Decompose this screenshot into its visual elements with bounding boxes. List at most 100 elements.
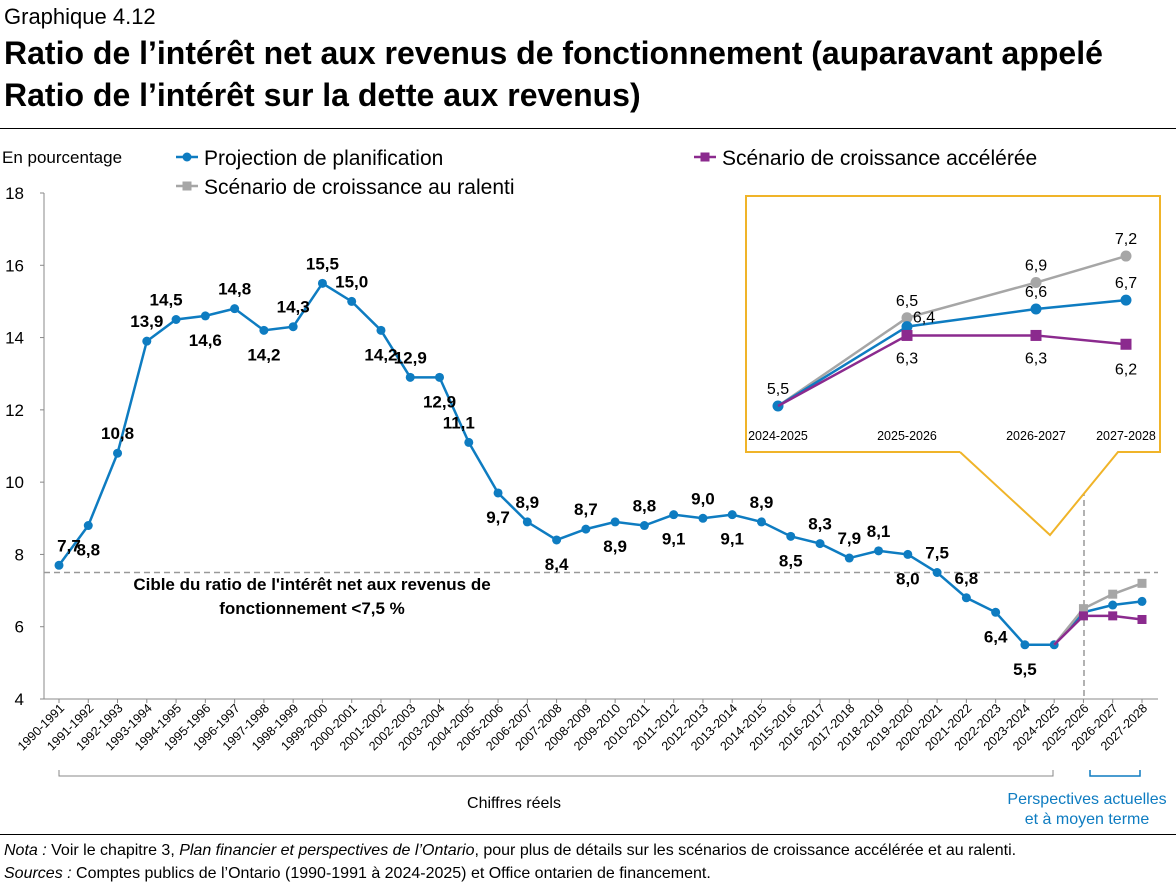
data-point bbox=[1108, 611, 1118, 621]
nota-label: Nota : bbox=[4, 842, 47, 859]
data-point bbox=[639, 521, 649, 531]
nota-book-title: Plan financier et perspectives de l’Onta… bbox=[179, 842, 475, 859]
data-label: 9,1 bbox=[720, 530, 744, 549]
figure-number: Graphique 4.12 bbox=[4, 4, 156, 29]
data-point bbox=[874, 546, 884, 556]
data-point bbox=[230, 304, 240, 314]
data-point bbox=[1078, 611, 1088, 621]
inset-callout bbox=[745, 195, 1161, 537]
data-point bbox=[200, 311, 210, 321]
nota-text-end: , pour plus de détails sur les scénarios… bbox=[474, 842, 1017, 859]
notes-divider bbox=[0, 834, 1176, 835]
data-label: 15,5 bbox=[306, 254, 339, 273]
data-label: 8,4 bbox=[545, 555, 569, 574]
data-label: 8,8 bbox=[76, 541, 100, 560]
data-label: 9,0 bbox=[691, 489, 715, 508]
y-tick-label: 18 bbox=[5, 184, 24, 203]
series-line-0 bbox=[57, 281, 1143, 647]
legend-marker bbox=[700, 152, 710, 162]
data-label: 14,5 bbox=[150, 291, 183, 310]
data-label: 12,9 bbox=[423, 392, 456, 411]
data-label: 8,5 bbox=[779, 551, 803, 570]
data-point bbox=[815, 539, 825, 549]
data-label: 14,3 bbox=[277, 298, 310, 317]
outlook-bracket bbox=[1089, 770, 1141, 777]
data-point bbox=[786, 531, 796, 541]
data-label: 7,5 bbox=[925, 544, 949, 563]
inset-data-label: 6,2 bbox=[1115, 361, 1137, 378]
sources-text: Comptes publics de l’Ontario (1990-1991 … bbox=[71, 865, 711, 882]
nota: Nota : Voir le chapitre 3, Plan financie… bbox=[4, 842, 1016, 860]
y-tick-label: 12 bbox=[5, 401, 24, 420]
inset-x-label: 2025-2026 bbox=[877, 429, 937, 443]
data-point bbox=[991, 607, 1001, 617]
inset-x-label: 2026-2027 bbox=[1006, 429, 1066, 443]
data-point bbox=[1020, 640, 1030, 650]
data-point bbox=[756, 517, 766, 527]
data-label: 15,0 bbox=[335, 272, 368, 291]
data-point bbox=[54, 560, 64, 570]
data-point bbox=[903, 549, 913, 559]
inset-data-label: 5,5 bbox=[767, 381, 789, 398]
data-label: 8,0 bbox=[896, 569, 920, 588]
y-tick-label: 14 bbox=[5, 329, 24, 348]
y-tick-label: 10 bbox=[5, 473, 24, 492]
y-tick-label: 4 bbox=[15, 690, 24, 709]
data-point bbox=[347, 296, 357, 306]
sources-label: Sources : bbox=[4, 865, 72, 882]
data-point bbox=[113, 448, 123, 458]
data-label: 8,9 bbox=[750, 493, 774, 512]
inset-line-planification bbox=[777, 298, 1127, 408]
data-point bbox=[698, 513, 708, 523]
data-label: 6,4 bbox=[984, 627, 1008, 646]
data-label: 8,8 bbox=[633, 497, 657, 516]
data-label: 13,9 bbox=[130, 312, 163, 331]
data-label: 8,7 bbox=[574, 500, 598, 519]
inset-data-label: 6,7 bbox=[1115, 275, 1137, 292]
data-point bbox=[376, 325, 386, 335]
data-point bbox=[552, 535, 562, 545]
inset-point bbox=[901, 329, 913, 341]
inset-data-label: 6,9 bbox=[1025, 258, 1047, 275]
data-point bbox=[1108, 600, 1118, 610]
inset-data-label: 7,2 bbox=[1115, 231, 1137, 248]
data-point bbox=[259, 325, 269, 335]
data-point bbox=[435, 372, 445, 382]
data-label: 14,8 bbox=[218, 280, 251, 299]
data-label: 8,3 bbox=[808, 515, 832, 534]
data-label: 11,1 bbox=[443, 413, 475, 432]
data-label: 9,7 bbox=[486, 508, 510, 527]
outlook-bracket-label: Perspectives actuelles bbox=[1007, 791, 1166, 808]
data-point bbox=[961, 593, 971, 603]
data-label: 8,1 bbox=[867, 522, 891, 541]
legend-marker bbox=[182, 181, 192, 191]
chart-title: Ratio de l’intérêt net aux revenus de fo… bbox=[4, 35, 1103, 113]
data-point bbox=[288, 322, 298, 332]
outlook-bracket-label: et à moyen terme bbox=[1025, 811, 1150, 828]
inset-x-label: 2027-2028 bbox=[1096, 429, 1156, 443]
target-label: fonctionnement <7,5 % bbox=[219, 599, 405, 618]
actual-bracket-label: Chiffres réels bbox=[467, 795, 561, 812]
y-tick-label: 6 bbox=[15, 618, 24, 637]
data-point bbox=[727, 510, 737, 520]
data-point bbox=[1137, 578, 1147, 588]
inset-point bbox=[1120, 250, 1132, 262]
data-point bbox=[405, 372, 415, 382]
inset-line-acceleree bbox=[777, 334, 1127, 408]
data-label: 14,2 bbox=[364, 345, 397, 364]
data-point bbox=[142, 336, 152, 346]
data-point bbox=[581, 524, 591, 534]
data-label: 14,6 bbox=[189, 331, 222, 350]
legend-marker bbox=[182, 152, 192, 162]
inset-data-label: 6,3 bbox=[896, 350, 918, 367]
data-point bbox=[844, 553, 854, 563]
inset-point bbox=[1120, 338, 1132, 350]
legend-label: Projection de planification bbox=[204, 147, 443, 170]
inset-data-label: 6,5 bbox=[896, 293, 918, 310]
target-label: Cible du ratio de l'intérêt net aux reve… bbox=[133, 575, 490, 594]
data-point bbox=[317, 278, 327, 288]
data-point bbox=[1078, 604, 1088, 614]
inset-point bbox=[1030, 329, 1042, 341]
